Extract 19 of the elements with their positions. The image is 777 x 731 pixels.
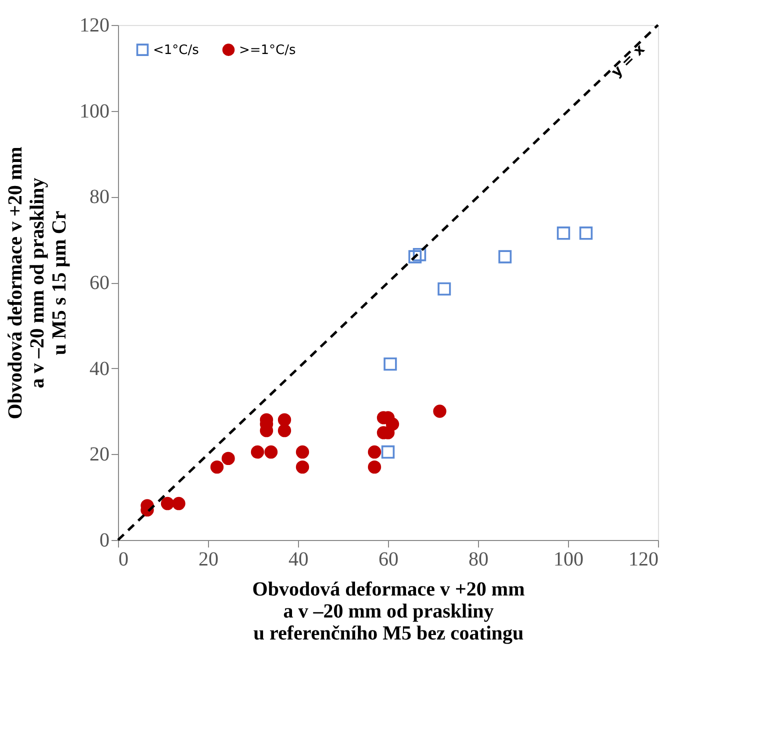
x-axis-title: Obvodová deformace v +20 mm a v –20 mm od praskliny u referenčního M5 bez coatingu [252,578,526,644]
legend-label: >=1°C/s [239,42,296,58]
y-tick-label: 20 [90,444,110,466]
y-tick-label: 100 [80,100,110,122]
y-tick-label: 60 [90,272,110,294]
y-tick-label: 40 [90,358,110,380]
x-tick-label: 60 [378,548,398,570]
x-tick-label: 80 [468,548,488,570]
x-tick-label: 120 [628,548,658,570]
y-tick-label: 120 [80,14,110,36]
annotation: y = x [608,42,648,81]
y-tick-label: 80 [90,186,110,208]
x-tick-label: 0 [118,548,128,570]
x-tick-label: 20 [198,548,218,570]
x-tick-label: 100 [554,548,584,570]
y-axis-title: Obvodová deformace v +20 mm a v –20 mm od praskliny u M5 s 15 µm Cr [4,146,70,420]
legend-label: <1°C/s [153,42,200,58]
x-tick-label: 40 [288,548,308,570]
y-tick-label: 0 [100,530,110,552]
